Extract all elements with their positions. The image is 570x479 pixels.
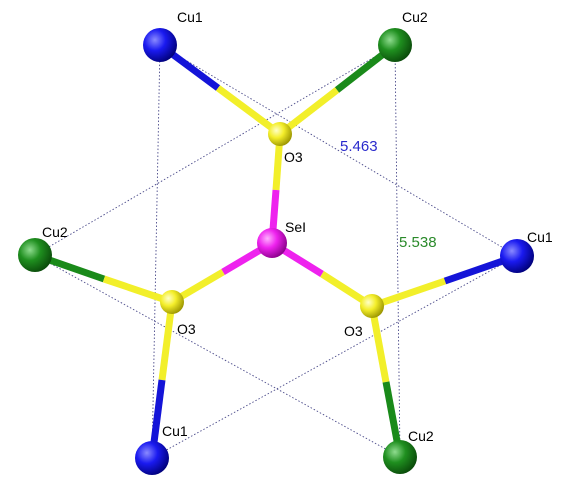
o3-cu2-bond <box>368 305 390 383</box>
cu1-atom <box>143 28 177 62</box>
oxygen-atom <box>160 290 184 314</box>
label-o3-left: O3 <box>177 321 196 337</box>
oxygen-atom <box>268 122 292 146</box>
oxygen-atom <box>360 294 384 318</box>
cu2-triangle-edge <box>394 44 401 458</box>
cu1-triangle-edge <box>151 44 161 459</box>
cu1-atom <box>500 239 534 273</box>
cu2-triangle <box>34 44 401 458</box>
cu2-triangle-edge <box>34 254 401 458</box>
distance-label-cu1: 5.463 <box>340 138 378 155</box>
o3-cu1-bond <box>158 301 176 381</box>
cu1-o3-bond <box>215 85 283 137</box>
label-cu1-right: Cu1 <box>527 229 553 245</box>
cu2-triangle-edge <box>34 44 396 256</box>
o3-cu1-bond <box>370 277 447 310</box>
label-se: SeI <box>285 219 306 235</box>
label-cu2-top: Cu2 <box>402 9 428 25</box>
cu1-atom <box>135 441 169 475</box>
cu1-triangle-edge <box>151 255 518 459</box>
selenium-atom <box>257 228 287 258</box>
cu2-atom <box>18 238 52 272</box>
distance-label-cu2: 5.538 <box>399 234 437 251</box>
atom-labels: Cu1 Cu2 O3 SeI Cu2 Cu1 O3 O3 Cu1 Cu2 <box>42 9 553 444</box>
label-cu1-bottom: Cu1 <box>162 423 188 439</box>
label-o3-right: O3 <box>344 323 363 339</box>
label-cu2-left: Cu2 <box>42 224 68 240</box>
cu1-triangle-edge <box>159 44 518 257</box>
label-o3-top: O3 <box>284 149 303 165</box>
label-cu1-top: Cu1 <box>177 9 203 25</box>
label-cu2-bottom: Cu2 <box>408 428 434 444</box>
atoms <box>18 28 534 475</box>
cu2-atom <box>378 28 412 62</box>
cu2-atom <box>383 440 417 474</box>
cu2-o3-bond <box>277 87 340 137</box>
cu1-triangle <box>151 44 518 459</box>
